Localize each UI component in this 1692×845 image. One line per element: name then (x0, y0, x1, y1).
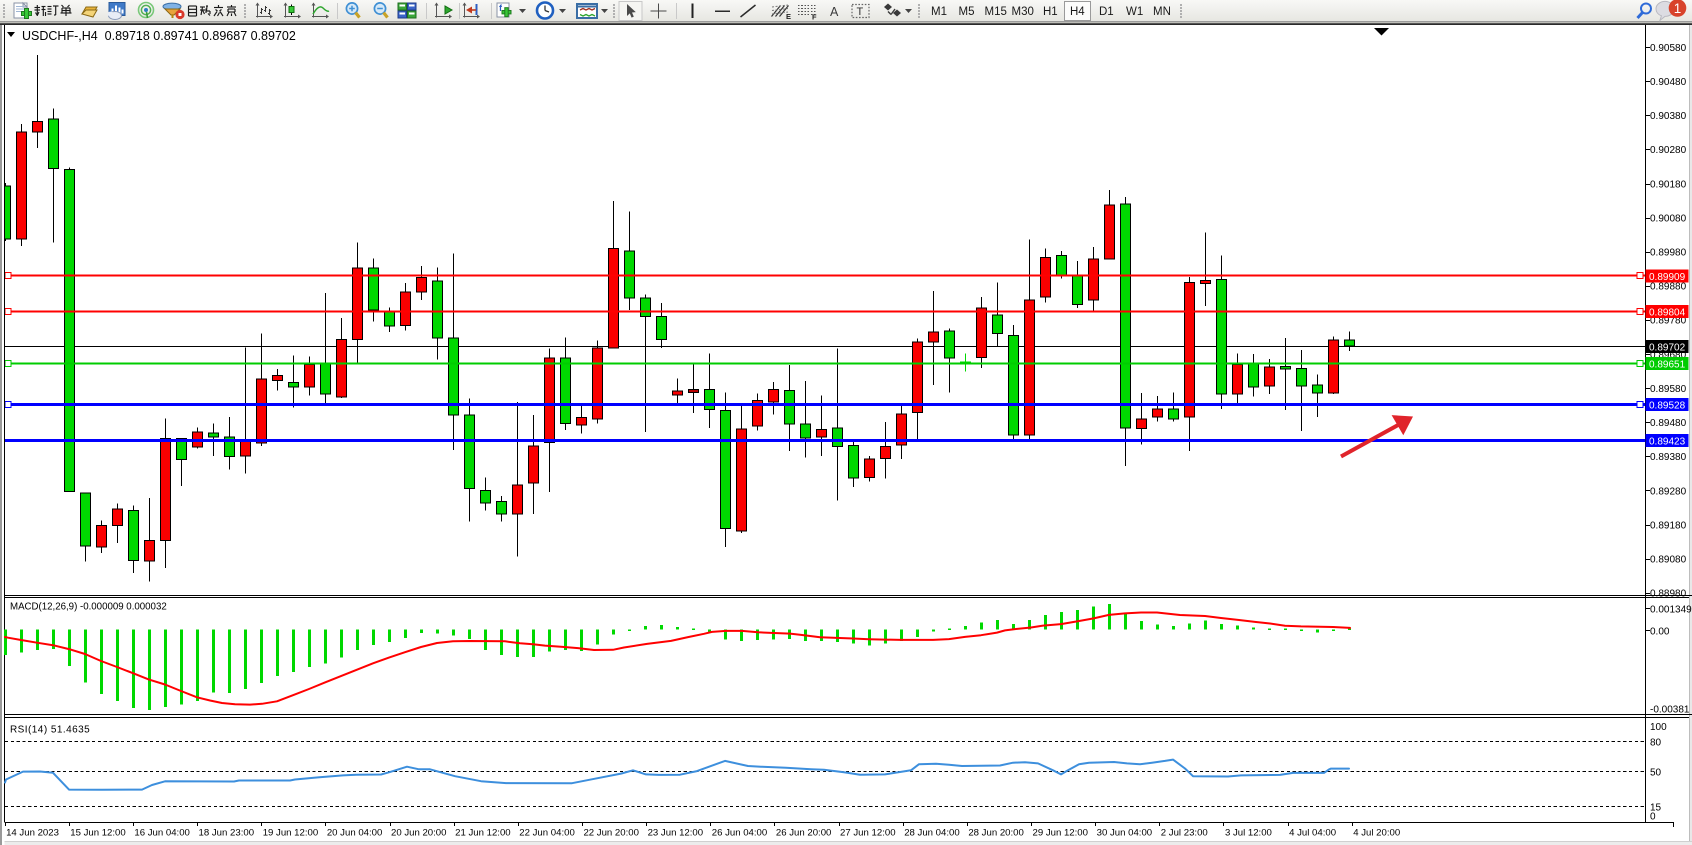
svg-text:0.90080: 0.90080 (1650, 213, 1687, 224)
svg-text:0.89580: 0.89580 (1650, 384, 1687, 395)
svg-text:E: E (786, 12, 791, 21)
svg-text:0.90380: 0.90380 (1650, 111, 1687, 122)
svg-text:0.89804: 0.89804 (1649, 307, 1686, 318)
svg-text:D1: D1 (1099, 6, 1114, 18)
svg-text:15 Jun 12:00: 15 Jun 12:00 (70, 828, 125, 839)
svg-text:18 Jun 23:00: 18 Jun 23:00 (199, 828, 254, 839)
svg-text:29 Jun 12:00: 29 Jun 12:00 (1033, 828, 1088, 839)
svg-text:F: F (812, 13, 817, 22)
svg-text:0.89880: 0.89880 (1650, 282, 1687, 293)
svg-text:0.89280: 0.89280 (1650, 486, 1687, 497)
svg-text:0.90180: 0.90180 (1650, 179, 1687, 190)
svg-text:0.90480: 0.90480 (1650, 77, 1687, 88)
svg-text:80: 80 (1650, 737, 1662, 748)
svg-text:0.90580: 0.90580 (1650, 43, 1687, 54)
svg-text:2 Jul 23:00: 2 Jul 23:00 (1161, 828, 1208, 839)
svg-text:USDCHF-,H4 0.89718 0.89741 0.: USDCHF-,H4 0.89718 0.89741 0.89687 0.897… (22, 29, 296, 43)
svg-text:f: f (499, 3, 503, 13)
svg-text:0.89528: 0.89528 (1649, 400, 1686, 411)
svg-text:0.00: 0.00 (1650, 626, 1670, 637)
svg-text:3 Jul 12:00: 3 Jul 12:00 (1225, 828, 1272, 839)
svg-text:21 Jun 12:00: 21 Jun 12:00 (455, 828, 510, 839)
svg-text:0.001349: 0.001349 (1650, 604, 1692, 615)
svg-text:0.89780: 0.89780 (1650, 316, 1687, 327)
svg-text:0.89380: 0.89380 (1650, 452, 1687, 463)
svg-text:26 Jun 04:00: 26 Jun 04:00 (712, 828, 767, 839)
svg-text:20 Jun 04:00: 20 Jun 04:00 (327, 828, 382, 839)
svg-text:0.89480: 0.89480 (1650, 418, 1687, 429)
svg-text:MACD(12,26,9) -0.000009 0.0000: MACD(12,26,9) -0.000009 0.000032 (10, 602, 167, 613)
svg-text:M5: M5 (959, 6, 975, 18)
svg-text:M30: M30 (1012, 6, 1034, 18)
svg-text:30 Jun 04:00: 30 Jun 04:00 (1097, 828, 1152, 839)
svg-text:MN: MN (1153, 6, 1171, 18)
svg-text:1: 1 (1674, 1, 1682, 16)
svg-text:0.88980: 0.88980 (1650, 589, 1687, 600)
svg-text:100: 100 (1650, 722, 1667, 733)
svg-text:RSI(14) 51.4635: RSI(14) 51.4635 (10, 725, 90, 736)
svg-text:0.89423: 0.89423 (1649, 436, 1686, 447)
svg-text:T: T (857, 6, 864, 18)
svg-text:22 Jun 20:00: 22 Jun 20:00 (583, 828, 638, 839)
svg-text:-0.00381: -0.00381 (1650, 704, 1690, 715)
svg-text:19 Jun 12:00: 19 Jun 12:00 (263, 828, 318, 839)
svg-text:A: A (830, 5, 839, 19)
svg-text:M15: M15 (985, 6, 1007, 18)
svg-text:0: 0 (1650, 811, 1656, 822)
svg-text:28 Jun 04:00: 28 Jun 04:00 (904, 828, 959, 839)
svg-text:26 Jun 20:00: 26 Jun 20:00 (776, 828, 831, 839)
svg-text:15: 15 (1650, 802, 1662, 813)
svg-text:0.89080: 0.89080 (1650, 555, 1687, 566)
svg-text:0.89651: 0.89651 (1649, 359, 1686, 370)
svg-text:H1: H1 (1043, 6, 1058, 18)
svg-text:0.89180: 0.89180 (1650, 520, 1687, 531)
svg-text:27 Jun 12:00: 27 Jun 12:00 (840, 828, 895, 839)
svg-text:28 Jun 20:00: 28 Jun 20:00 (968, 828, 1023, 839)
svg-text:4 Jul 04:00: 4 Jul 04:00 (1289, 828, 1336, 839)
svg-text:0.89702: 0.89702 (1649, 342, 1686, 353)
svg-text:0.89909: 0.89909 (1649, 272, 1686, 283)
svg-text:20 Jun 20:00: 20 Jun 20:00 (391, 828, 446, 839)
svg-text:4 Jul 20:00: 4 Jul 20:00 (1353, 828, 1400, 839)
svg-text:W1: W1 (1126, 6, 1143, 18)
svg-text:14 Jun 2023: 14 Jun 2023 (6, 828, 59, 839)
svg-text:50: 50 (1650, 767, 1662, 778)
svg-text:H4: H4 (1070, 6, 1085, 18)
svg-text:23 Jun 12:00: 23 Jun 12:00 (648, 828, 703, 839)
svg-text:0.89680: 0.89680 (1650, 350, 1687, 361)
svg-text:0.89980: 0.89980 (1650, 248, 1687, 259)
svg-text:16 Jun 04:00: 16 Jun 04:00 (134, 828, 189, 839)
svg-text:0.90280: 0.90280 (1650, 145, 1687, 156)
svg-text:M1: M1 (931, 6, 947, 18)
svg-text:22 Jun 04:00: 22 Jun 04:00 (519, 828, 574, 839)
